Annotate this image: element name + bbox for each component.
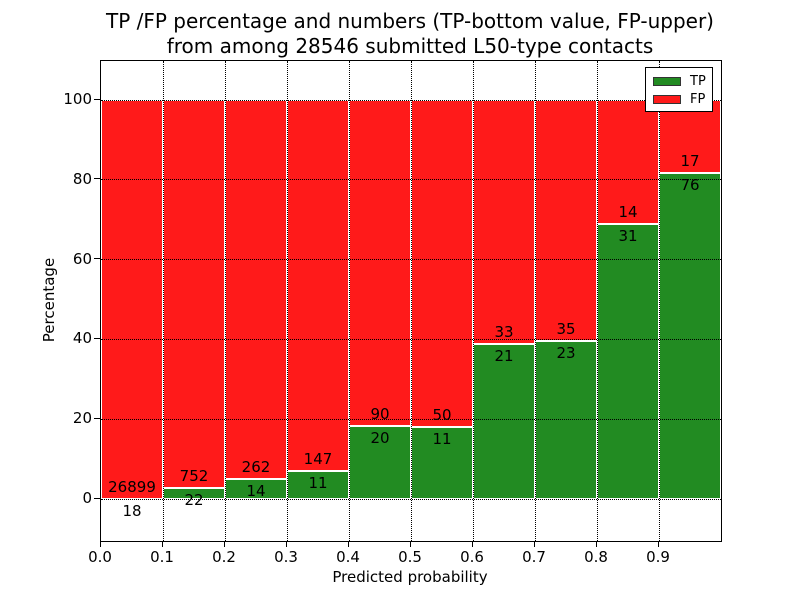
bar-tp-count-label: 22 <box>184 490 204 509</box>
legend-item-fp: FP <box>646 90 712 108</box>
bar-fp-segment <box>411 100 473 428</box>
chart-title-line1: TP /FP percentage and numbers (TP-bottom… <box>106 9 714 33</box>
gridline-vertical <box>472 61 474 541</box>
y-tick-label: 0 <box>82 489 92 507</box>
x-axis-label: Predicted probability <box>332 568 488 586</box>
y-tick <box>94 178 100 180</box>
bar-tp-segment <box>597 224 659 499</box>
bar-fp-segment <box>597 100 659 225</box>
y-tick <box>94 337 100 339</box>
y-tick <box>94 497 100 499</box>
bar-fp-segment <box>535 100 597 341</box>
x-tick <box>471 541 473 547</box>
bar-tp-count-label: 14 <box>246 481 266 500</box>
x-tick <box>347 541 349 547</box>
x-tick <box>161 541 163 547</box>
bar-tp-segment <box>411 427 473 499</box>
y-tick <box>94 258 100 260</box>
y-axis-label: Percentage <box>40 257 58 343</box>
bar-fp-count-label: 752 <box>179 466 209 485</box>
y-tick-label: 20 <box>72 409 92 428</box>
legend-label-tp: TP <box>690 73 706 89</box>
bar-fp-count-label: 50 <box>432 406 452 425</box>
bar-tp-segment <box>535 340 597 499</box>
bar-fp-segment <box>659 100 721 173</box>
bar-fp-segment <box>287 100 349 472</box>
x-tick-label: 0.6 <box>460 548 484 566</box>
x-tick <box>99 541 101 547</box>
plot-area: 26899 18 752 22 262 14 147 11 90 20 50 11 33 21 35 23 14… <box>100 60 722 542</box>
x-tick-label: 0.1 <box>150 548 174 566</box>
gridline-vertical <box>348 61 350 541</box>
bar-fp-count-label: 262 <box>241 457 271 476</box>
x-tick <box>657 541 659 547</box>
bar-fp-segment <box>101 100 163 499</box>
x-tick <box>533 541 535 547</box>
gridline-vertical <box>162 61 164 541</box>
x-tick-label: 0.8 <box>584 548 608 566</box>
bar-tp-count-label: 11 <box>308 474 328 493</box>
gridline-vertical <box>286 61 288 541</box>
x-tick <box>223 541 225 547</box>
bar-tp-count-label: 31 <box>618 227 638 246</box>
bar-fp-count-label: 33 <box>494 322 514 341</box>
bar-fp-count-label: 90 <box>370 405 390 424</box>
bar-fp-count-label: 17 <box>680 151 700 170</box>
x-tick-label: 0.3 <box>274 548 298 566</box>
chart-title-line2: from among 28546 submitted L50-type cont… <box>166 34 654 58</box>
gridline-vertical <box>224 61 226 541</box>
bar-tp-segment <box>349 426 411 499</box>
x-tick-label: 0.9 <box>646 548 670 566</box>
bar-fp-segment <box>163 100 225 488</box>
x-tick <box>595 541 597 547</box>
legend: TP FP <box>645 67 713 112</box>
gridline-vertical <box>658 61 660 541</box>
bar-tp-count-label: 11 <box>432 430 452 449</box>
x-tick <box>409 541 411 547</box>
bar-fp-segment <box>349 100 411 427</box>
gridline-vertical <box>410 61 412 541</box>
x-tick-label: 0.4 <box>336 548 360 566</box>
y-tick-label: 80 <box>72 169 92 188</box>
bar-tp-count-label: 18 <box>122 501 142 520</box>
y-tick <box>94 98 100 100</box>
y-tick-label: 100 <box>63 90 92 108</box>
bar-tp-count-label: 76 <box>680 175 700 194</box>
bar-fp-count-label: 147 <box>303 450 333 469</box>
bar-tp-count-label: 21 <box>494 346 514 365</box>
x-tick-label: 0.2 <box>212 548 236 566</box>
y-tick <box>94 417 100 419</box>
bar-tp-count-label: 20 <box>370 429 390 448</box>
x-tick-label: 0.0 <box>88 548 112 566</box>
x-tick <box>285 541 287 547</box>
gridline-vertical <box>596 61 598 541</box>
bar-tp-segment <box>473 343 535 499</box>
bar-tp-count-label: 23 <box>556 343 576 362</box>
tp-swatch-icon <box>653 76 681 86</box>
legend-label-fp: FP <box>690 91 706 107</box>
bar-fp-segment <box>473 100 535 344</box>
y-tick-label: 60 <box>72 249 92 268</box>
x-tick-label: 0.5 <box>398 548 422 566</box>
bar-tp-segment <box>659 172 721 499</box>
legend-item-tp: TP <box>646 72 712 90</box>
x-tick-label: 0.7 <box>522 548 546 566</box>
fp-swatch-icon <box>653 94 681 104</box>
bar-fp-segment <box>225 100 287 479</box>
bar-fp-count-label: 26899 <box>108 477 156 496</box>
bar-fp-count-label: 35 <box>556 319 576 338</box>
bar-fp-count-label: 14 <box>618 203 638 222</box>
chart-title: TP /FP percentage and numbers (TP-bottom… <box>10 9 800 59</box>
y-tick-label: 40 <box>72 329 92 348</box>
gridline-vertical <box>534 61 536 541</box>
